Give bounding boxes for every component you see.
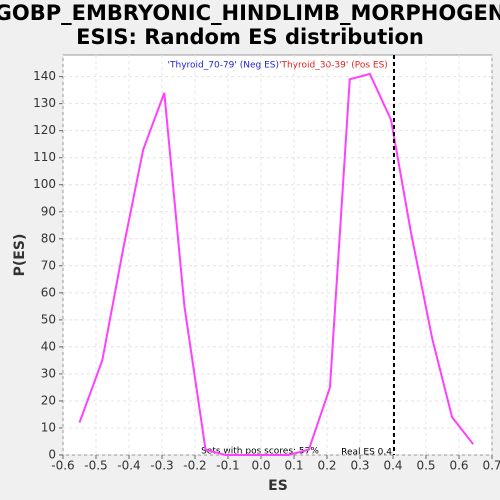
- x-tick-label: 0.5: [416, 459, 435, 473]
- y-tick-label: 140: [33, 69, 56, 83]
- x-tick-label: -0.2: [183, 459, 206, 473]
- x-tick-label: 0.6: [449, 459, 468, 473]
- y-tick-label: 20: [41, 393, 56, 407]
- x-tick-label: -0.1: [216, 459, 239, 473]
- y-tick-label: 70: [41, 258, 56, 272]
- y-tick-label: 0: [48, 448, 56, 462]
- y-tick-label: 110: [33, 150, 56, 164]
- x-tick-label: 0.7: [482, 459, 500, 473]
- y-axis-label: P(ES): [12, 234, 28, 277]
- pos-label: 'Thyroid_30-39' (Pos ES): [279, 61, 388, 71]
- y-tick-label: 90: [41, 204, 56, 218]
- real-es-label: Real ES 0.4: [341, 448, 392, 458]
- x-axis-label: ES: [268, 478, 288, 494]
- y-tick-label: 120: [33, 123, 56, 137]
- neg-label: 'Thyroid_70-79' (Neg ES): [168, 61, 279, 71]
- line: [78, 72, 474, 456]
- y-tick-label: 30: [41, 366, 56, 380]
- y-tick-label: 50: [41, 312, 56, 326]
- x-tick-label: 0.2: [317, 459, 336, 473]
- y-tick-label: 80: [41, 231, 56, 245]
- x-tick-label: -0.5: [84, 459, 107, 473]
- chart-title: GOBP_EMBRYONIC_HINDLIMB_MORPHOGEN: [0, 1, 500, 25]
- x-tick-label: 0.0: [251, 459, 270, 473]
- y-tick-label: 60: [41, 285, 56, 299]
- x-tick-label: -0.3: [150, 459, 173, 473]
- y-tick-label: 10: [41, 420, 56, 434]
- x-tick-label: 0.3: [350, 459, 369, 473]
- x-tick-label: -0.6: [51, 459, 74, 473]
- x-tick-label: 0.4: [383, 459, 402, 473]
- plot-area: [62, 54, 493, 456]
- chart-title: ESIS: Random ES distribution: [76, 25, 424, 49]
- x-tick-label: 0.1: [284, 459, 303, 473]
- x-tick-label: -0.4: [117, 459, 140, 473]
- pos-scores-label: Sets with pos scores: 57%: [201, 447, 319, 457]
- y-tick-label: 40: [41, 339, 56, 353]
- y-tick-label: 100: [33, 177, 56, 191]
- y-tick-label: 130: [33, 96, 56, 110]
